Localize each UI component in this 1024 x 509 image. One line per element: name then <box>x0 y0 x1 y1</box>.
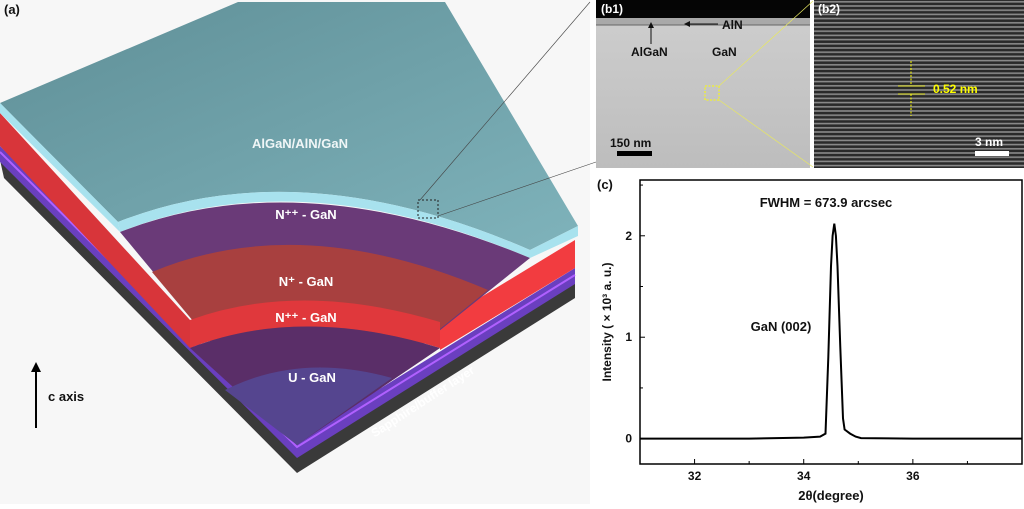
zoom-region-box <box>417 199 439 219</box>
x-tick-label: 32 <box>688 469 702 483</box>
y-tick-label: 0 <box>625 432 632 446</box>
x-tick-label: 36 <box>906 469 920 483</box>
scale-bar-b2 <box>975 151 1009 156</box>
series-line-gan-002 <box>640 223 1022 440</box>
annotation-algan: AlGaN <box>631 45 668 59</box>
tem-dark-band <box>596 0 810 18</box>
panel-c-label: (c) <box>597 177 613 192</box>
x-axis-label: 2θ(degree) <box>798 488 864 503</box>
lattice-spacing-label: 0.52 nm <box>933 82 978 96</box>
scale-bar-label-b2: 3 nm <box>975 135 1003 149</box>
y-tick-label: 2 <box>625 229 632 243</box>
right-red-face <box>440 240 575 350</box>
tem-algan-band <box>596 18 810 25</box>
label-u-gan: U - GaN <box>288 370 336 385</box>
panel-b2-label: (b2) <box>818 2 840 16</box>
red-step-wall <box>190 300 440 348</box>
label-top-layer: AlGaN/AlN/GaN <box>252 136 348 151</box>
c-axis-indicator: c axis <box>31 362 84 428</box>
scale-bar-label-b1: 150 nm <box>610 136 651 150</box>
top-right-edge <box>530 226 578 258</box>
panel-b1-label: (b1) <box>601 2 623 16</box>
top-arc-edge <box>118 191 530 258</box>
annotation-aln: AlN <box>722 18 743 32</box>
tem-background <box>596 0 810 168</box>
aln-arrowhead-icon <box>684 21 690 27</box>
annotation-peak: GaN (002) <box>751 319 812 334</box>
lattice-image <box>814 0 1024 168</box>
top-surface <box>0 2 578 250</box>
annotation-gan: GaN <box>712 45 737 59</box>
c-axis-label: c axis <box>48 389 84 404</box>
top-left-edge <box>0 103 120 232</box>
zoom-line-b1-top <box>718 0 814 87</box>
label-npp-bottom: N⁺⁺ - GaN <box>275 310 336 325</box>
scale-bar-b1 <box>617 151 652 156</box>
left-red-face <box>0 113 190 348</box>
zoom-line-top <box>419 1 591 201</box>
panel-b1-tem-image: (b1) AlN AlGaN GaN 150 nm <box>596 0 814 168</box>
label-np: N⁺ - GaN <box>279 274 334 289</box>
c-axis-arrowhead-icon <box>31 362 41 372</box>
xrd-chart: (c) FWHM = 673.9 arcsec GaN (002) 2θ(deg… <box>597 177 1023 503</box>
y-axis-label: Intensity ( × 10³ a. u.) <box>600 262 614 381</box>
algan-arrowhead-icon <box>648 22 654 28</box>
zoom-region-box-b1 <box>704 85 720 101</box>
label-npp-top: N⁺⁺ - GaN <box>275 207 336 222</box>
panel-a-label: (a) <box>4 2 20 17</box>
layer-stack-diagram <box>0 1 597 473</box>
plot-frame <box>639 179 1023 465</box>
u-gan-region <box>225 367 392 445</box>
zoom-line-b1-bottom <box>718 99 814 168</box>
annotation-fwhm: FWHM = 673.9 arcsec <box>760 195 893 210</box>
panel-b2-hrtem-image: (b2) 0.52 nm 3 nm <box>814 0 1024 168</box>
x-tick-label: 34 <box>797 469 811 483</box>
zoom-line-bottom <box>437 161 597 217</box>
y-tick-label: 1 <box>625 330 632 344</box>
